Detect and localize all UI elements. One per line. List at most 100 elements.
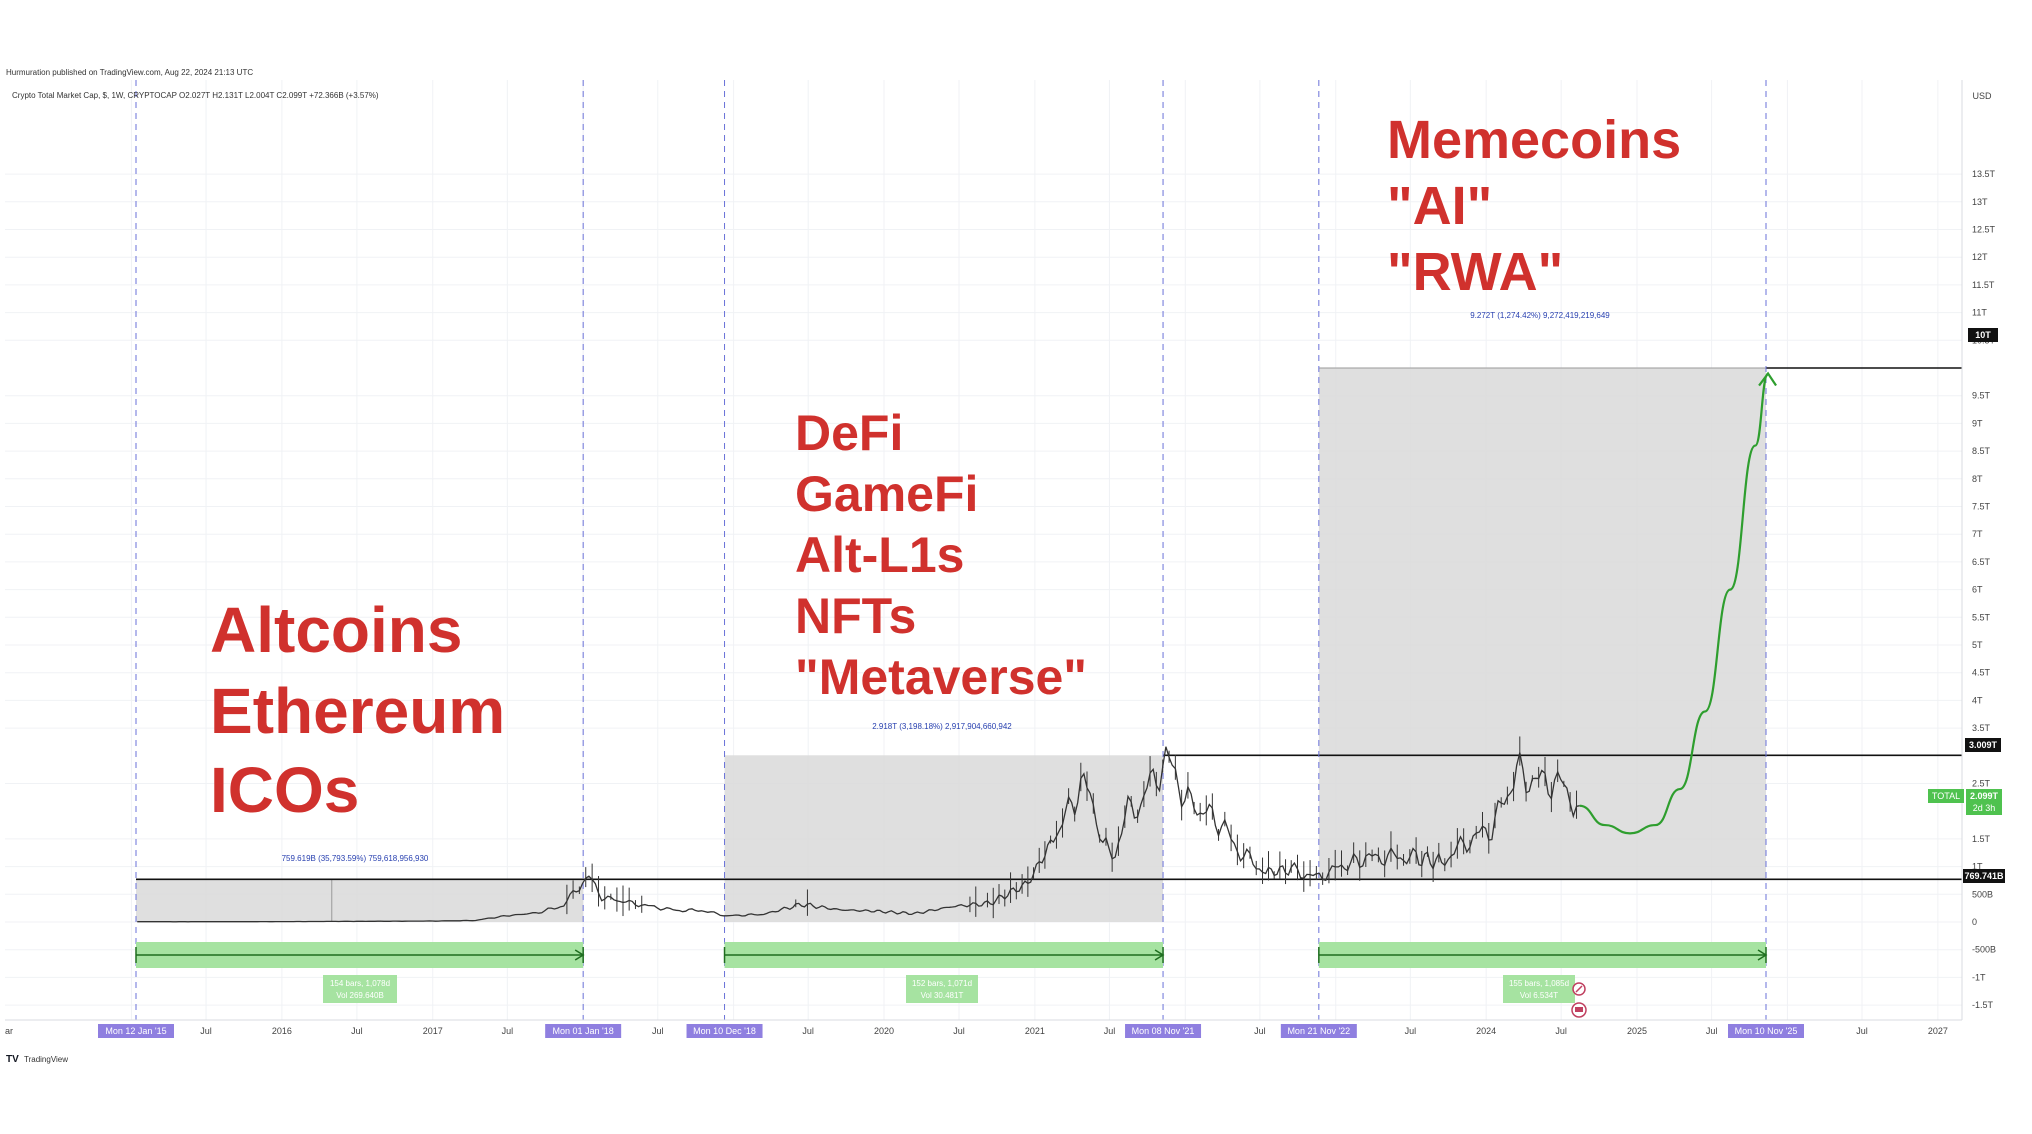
y-tick-label: 4T <box>1972 695 1983 705</box>
y-tick-label: 0 <box>1972 917 1977 927</box>
price-label-text: TOTAL <box>1932 791 1960 801</box>
y-tick-label: 2.5T <box>1972 779 1991 789</box>
measure-label-2: 2.918T (3,198.18%) 2,917,904,660,942 <box>872 722 1012 731</box>
x-tick-label: Jul <box>1856 1026 1868 1036</box>
x-tick-label: Jul <box>802 1026 814 1036</box>
annotation-line: GameFi <box>795 466 978 522</box>
range-bar-arrow <box>1757 949 1768 961</box>
y-tick-label: 6T <box>1972 585 1983 595</box>
price-series-line <box>137 746 1580 923</box>
y-tick-label: 11T <box>1972 308 1987 318</box>
x-tick-label: ar <box>5 1026 13 1036</box>
annotation-cycle3: Memecoins "AI" "RWA" <box>1387 110 1681 302</box>
y-tick-label: 5T <box>1972 640 1983 650</box>
horizontal-levels <box>136 367 1962 881</box>
x-tick-label: Jul <box>1405 1026 1417 1036</box>
range-info-line: Vol 6.534T <box>1520 991 1558 1000</box>
annotation-line: ICOs <box>210 754 359 826</box>
y-tick-label: 8.5T <box>1972 446 1991 456</box>
y-tick-label: 7.5T <box>1972 502 1991 512</box>
x-tick-label: Mon 12 Jan '15 <box>105 1026 166 1036</box>
y-tick-label: 12.5T <box>1972 225 1996 235</box>
annotation-line: Ethereum <box>210 675 505 747</box>
price-label-current: TOTAL 2.099T 2d 3h <box>1928 789 2002 815</box>
annotation-line: Alt-L1s <box>795 527 964 583</box>
x-date-highlight <box>98 1024 174 1038</box>
cycle-zones <box>136 368 1766 922</box>
alert-icon[interactable] <box>1572 982 1586 996</box>
y-tick-label: 1T <box>1972 862 1983 872</box>
cycle-zone <box>724 755 1164 922</box>
x-date-highlight <box>686 1024 763 1038</box>
logo-mark: TV <box>6 1054 19 1065</box>
y-tick-label: 12T <box>1972 252 1988 262</box>
annotation-line: "AI" <box>1387 176 1492 236</box>
x-tick-label: Mon 01 Jan '18 <box>553 1026 614 1036</box>
range-info-line: 154 bars, 1,078d <box>330 979 390 988</box>
y-tick-label: 7T <box>1972 529 1983 539</box>
y-tick-label: -1T <box>1972 972 1986 982</box>
y-tick-label: 11.5T <box>1972 280 1995 290</box>
x-date-highlight <box>1125 1024 1202 1038</box>
y-tick-label: 3.5T <box>1972 723 1991 733</box>
range-info-line: Vol 269.640B <box>336 991 384 1000</box>
measure-label-1: 759.619B (35,793.59%) 759,618,956,930 <box>282 854 429 863</box>
price-label-base: 769.741B <box>1963 869 2005 883</box>
price-label-target: 10T <box>1968 328 1998 342</box>
price-label-text: 2.099T <box>1970 791 1999 801</box>
x-tick-label: Jul <box>1555 1026 1567 1036</box>
y-axis-unit: USD <box>1972 91 1992 101</box>
range-info-1: 154 bars, 1,078d Vol 269.640B <box>323 975 397 1003</box>
y-tick-label: 6.5T <box>1972 557 1991 567</box>
cycle-markers <box>135 80 1767 1020</box>
symbol-line: Crypto Total Market Cap, $, 1W, CRYPTOCA… <box>12 91 379 100</box>
x-tick-label: Jul <box>502 1026 514 1036</box>
brand-text: TradingView <box>24 1055 68 1064</box>
x-tick-label: 2017 <box>423 1026 443 1036</box>
range-bars <box>135 942 1768 968</box>
published-line: Hurmuration published on TradingView.com… <box>6 68 253 77</box>
y-tick-label: 13.5T <box>1972 169 1996 179</box>
x-tick-label: Jul <box>351 1026 363 1036</box>
x-tick-label: 2025 <box>1627 1026 1647 1036</box>
annotation-line: NFTs <box>795 588 916 644</box>
x-date-highlight <box>1280 1024 1357 1038</box>
projection-curve <box>1579 372 1770 835</box>
series <box>137 371 1777 923</box>
range-info-line: 152 bars, 1,071d <box>912 979 972 988</box>
annotation-line: Altcoins <box>210 594 462 666</box>
x-tick-label: Mon 10 Nov '25 <box>1735 1026 1798 1036</box>
y-tick-label: 5.5T <box>1972 612 1991 622</box>
annotation-cycle1: Altcoins Ethereum ICOs <box>210 594 505 826</box>
price-label-text: 2d 3h <box>1973 803 1996 813</box>
y-tick-label: 500B <box>1972 889 1993 899</box>
x-tick-label: 2021 <box>1025 1026 1045 1036</box>
cycle-zone <box>1318 368 1766 880</box>
flag-icon[interactable] <box>1571 1002 1587 1018</box>
tradingview-logo[interactable]: TV TradingView <box>6 1054 68 1065</box>
y-tick-label: 8T <box>1972 474 1983 484</box>
annotation-cycle2: DeFi GameFi Alt-L1s NFTs "Metaverse" <box>795 405 1087 705</box>
x-tick-label: Jul <box>652 1026 664 1036</box>
y-tick-label: -500B <box>1972 945 1996 955</box>
x-date-highlight <box>545 1024 622 1038</box>
x-tick-label: Jul <box>1706 1026 1718 1036</box>
price-label-text: 3.009T <box>1969 740 1998 750</box>
x-tick-label: Jul <box>1254 1026 1266 1036</box>
y-tick-label: 9.5T <box>1972 391 1991 401</box>
x-date-highlight <box>1728 1024 1804 1038</box>
x-tick-label: 2016 <box>272 1026 292 1036</box>
x-tick-label: Jul <box>1104 1026 1116 1036</box>
range-info-3: 155 bars, 1,085d Vol 6.534T <box>1503 975 1575 1003</box>
x-tick-label: 2024 <box>1476 1026 1496 1036</box>
y-tick-label: 13T <box>1972 197 1988 207</box>
x-tick-label: Jul <box>200 1026 212 1036</box>
y-tick-label: 1.5T <box>1972 834 1991 844</box>
x-tick-label: 2027 <box>1928 1026 1948 1036</box>
price-label-text: 10T <box>1975 330 1991 340</box>
annotation-line: DeFi <box>795 405 903 461</box>
y-tick-label: 4.5T <box>1972 668 1991 678</box>
range-info-2: 152 bars, 1,071d Vol 30.481T <box>906 975 978 1003</box>
annotation-line: "RWA" <box>1387 242 1563 302</box>
range-bar-arrow <box>574 949 585 961</box>
